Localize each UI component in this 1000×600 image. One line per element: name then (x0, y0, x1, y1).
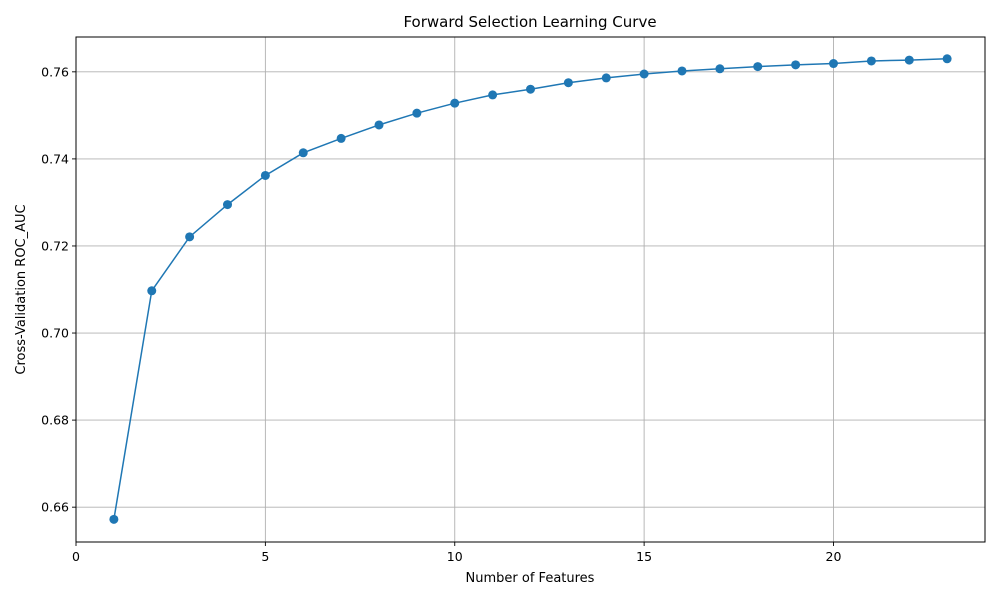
series-line (113, 58, 948, 520)
x-tick-label: 0 (72, 549, 80, 564)
x-tick-label: 10 (447, 549, 463, 564)
data-point (147, 286, 157, 296)
data-point (336, 133, 346, 143)
data-point (185, 232, 195, 242)
data-point (450, 98, 460, 108)
y-tick-label: 0.72 (41, 238, 69, 253)
data-point (677, 66, 687, 76)
data-point (298, 148, 308, 158)
series-layer (109, 54, 952, 524)
data-point (223, 200, 232, 210)
data-point (904, 55, 914, 65)
data-point (601, 73, 611, 83)
y-tick-label: 0.68 (41, 413, 69, 428)
data-point (526, 84, 535, 94)
data-point (563, 78, 573, 88)
axes: 0 5 10 15 20 0.66 0.68 0.70 0.72 0.74 0.76 (41, 64, 841, 564)
y-tick-label: 0.74 (41, 151, 69, 166)
data-point (488, 90, 498, 100)
x-axis-title: Number of Features (466, 571, 595, 586)
y-tick-label: 0.70 (41, 326, 69, 341)
y-tick-label: 0.76 (41, 64, 69, 79)
data-point (791, 60, 801, 70)
data-point (374, 120, 384, 130)
data-point (942, 54, 952, 64)
x-tick-label: 20 (826, 549, 842, 564)
data-point (753, 62, 763, 72)
data-point (412, 108, 422, 118)
grid (75, 37, 985, 542)
data-point (109, 514, 119, 524)
y-tick-label: 0.66 (41, 500, 69, 515)
x-tick-label: 15 (636, 549, 652, 564)
chart-title: Forward Selection Learning Curve (403, 13, 656, 31)
data-point (639, 69, 649, 79)
x-tick-label: 5 (261, 549, 269, 564)
plot-frame (75, 36, 986, 543)
data-point (715, 64, 725, 74)
y-axis-title: Cross-Validation ROC_AUC (14, 204, 29, 374)
data-point (866, 56, 876, 66)
data-point (829, 59, 838, 69)
data-point (260, 170, 270, 180)
